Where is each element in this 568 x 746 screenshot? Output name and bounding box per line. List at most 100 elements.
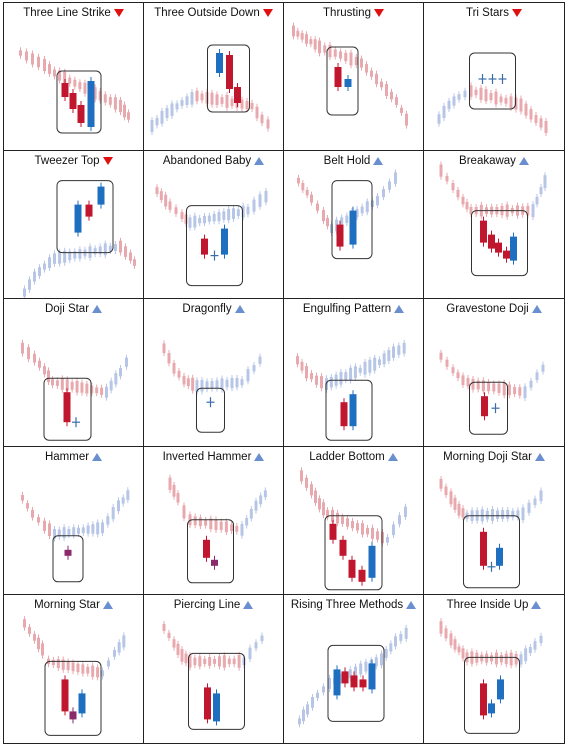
pattern-cell-piercing-line: Piercing Line [144,595,284,743]
bearish-candle [61,79,69,101]
trend-candle [165,104,169,122]
trend-candle [57,526,61,540]
trend-candle [38,264,41,279]
trend-candle [313,36,317,53]
trend-candle [240,376,244,389]
trend-candle [351,518,354,532]
triangle-up-icon [102,601,113,609]
trend-candle [237,651,241,671]
trend-candle [56,656,60,672]
trend-candle [78,246,82,262]
trend-candle [182,502,186,522]
bearish-candle [336,220,344,251]
trend-candle [389,640,393,655]
triangle-up-icon [254,157,265,165]
trend-candle [524,100,528,119]
trend-candle [315,372,318,388]
pattern-title: Ladder Bottom [284,450,423,464]
pattern-cell-rising-three-methods: Rising Three Methods [284,595,424,743]
trend-candle [392,343,395,361]
trend-candle [305,363,308,382]
bearish-candle [359,675,367,692]
trend-candle [167,629,171,642]
trend-candle [31,50,34,68]
pattern-highlight-box [469,52,516,110]
trend-candle [124,243,127,260]
pattern-cell-breakaway: Breakaway [424,151,564,299]
doji-candle [211,555,218,570]
trend-candle [250,99,254,113]
trend-candle [485,650,489,666]
pattern-title: Rising Three Methods [284,598,423,612]
trend-candle [518,384,522,399]
pattern-chart [437,52,548,136]
trend-candle [214,516,218,534]
trend-candle [394,633,397,650]
pattern-title: Morning Doji Star [424,450,564,464]
pattern-chart [155,184,268,287]
trend-candle [449,488,453,508]
pattern-name: Three Line Strike [23,7,111,19]
trend-candle [235,522,239,535]
bullish-candle [368,541,376,582]
triangle-up-icon [387,453,398,461]
trend-candle [100,384,104,398]
doji-candle [69,707,77,724]
trend-candle [245,515,249,529]
triangle-up-icon [531,305,542,313]
trend-candle [263,487,267,501]
trend-candle [68,248,72,264]
trend-candle [533,495,537,509]
trend-candle [442,102,446,122]
trend-candle [345,212,349,226]
trend-candle [212,210,216,225]
trend-candle [405,110,408,129]
trend-candle [61,656,65,673]
bullish-candle [349,206,357,249]
trend-candle [41,640,44,659]
trend-candle [48,520,51,540]
trend-candle [91,521,95,537]
trend-candle [114,370,118,388]
pattern-name: Doji Star [44,303,90,315]
bullish-candle [216,49,223,77]
trend-candle [48,61,51,77]
pattern-cell-inverted-hammer: Inverted Hammer [144,447,284,595]
pattern-title: Dragonfly [144,302,283,316]
bullish-candle [344,75,352,91]
trend-candle [164,191,168,210]
pattern-highlight-box [56,70,102,134]
trend-candle [37,514,40,526]
trend-candle [439,475,443,492]
pattern-name: Breakaway [459,155,516,167]
trend-candle [121,494,125,507]
trend-candle [227,206,231,224]
doji-cross [498,74,507,84]
pattern-title: Belt Hold [284,154,423,168]
trend-candle [490,505,494,524]
trend-candle [329,373,333,391]
trend-candle [28,276,31,293]
pattern-cell-dragonfly: Dragonfly [144,299,284,447]
trend-candle [190,89,194,108]
trend-candle [364,658,368,675]
trend-candle [444,483,448,499]
trend-candle [384,646,388,661]
trend-candle [167,350,171,367]
trend-candle [451,364,455,377]
trend-candle [198,214,202,227]
trend-candle [344,49,348,65]
bearish-candle [480,527,487,570]
trend-candle [479,84,483,103]
triangle-down-icon [512,9,523,17]
trend-candle [339,368,343,388]
bearish-candle [69,89,77,113]
pattern-name: Dragonfly [182,303,232,315]
trend-candle [404,503,407,520]
trend-candle [236,206,240,219]
trend-candle [300,358,304,374]
triangle-up-icon [254,453,265,461]
pattern-highlight-box [188,652,245,730]
trend-candle [523,383,527,402]
doji-cross [210,250,219,261]
